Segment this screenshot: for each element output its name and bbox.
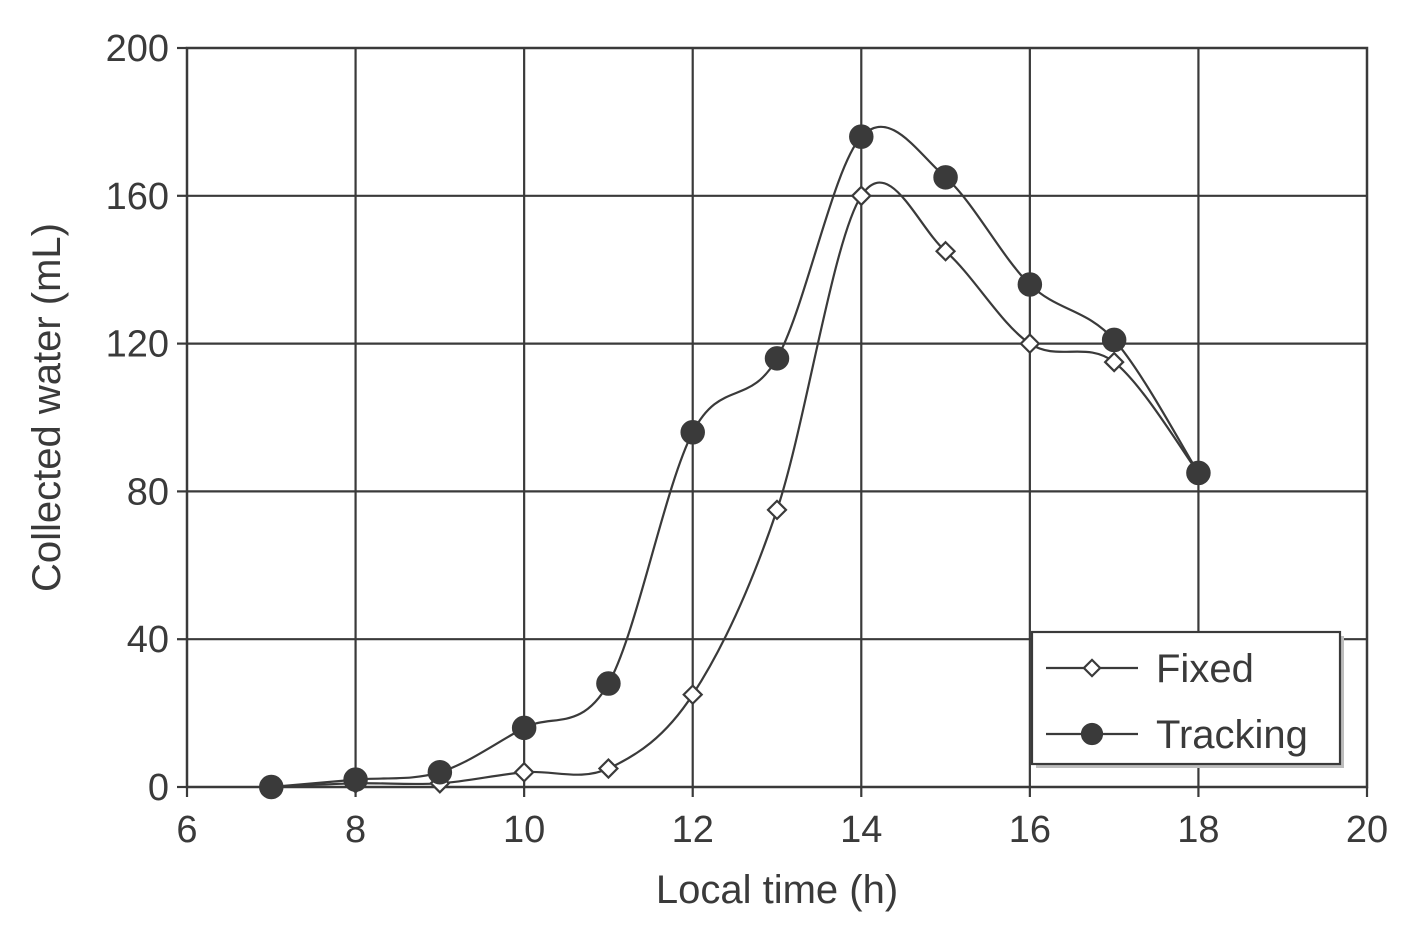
x-tick-label-0: 6	[176, 809, 197, 851]
y-tick-label-2: 80	[127, 471, 169, 513]
fixed-point-10	[1103, 351, 1125, 373]
tracking-point-0	[259, 774, 284, 800]
fixed-point-6	[766, 499, 788, 521]
tracking-point-7	[849, 124, 874, 149]
x-tick-label-4: 14	[840, 809, 882, 851]
tracking-point-11	[1186, 460, 1211, 486]
series-layer	[259, 124, 1211, 800]
x-tick-label-5: 16	[1009, 809, 1051, 851]
legend: Fixed Tracking	[1030, 630, 1344, 768]
x-tick-label-6: 18	[1177, 809, 1219, 851]
fixed-point-4	[597, 757, 619, 780]
tracking-point-9	[1017, 272, 1043, 297]
tracking-point-3	[511, 715, 537, 741]
fixed-point-5	[682, 684, 704, 706]
x-tick-label-2: 10	[503, 809, 545, 851]
tracking-point-2	[427, 759, 453, 785]
tracking-point-4	[596, 671, 621, 696]
legend-box	[1030, 630, 1342, 766]
legend-marker-tracking	[1080, 722, 1104, 746]
x-axis-title: Local time (h)	[656, 868, 898, 912]
tracking-point-6	[764, 346, 790, 371]
fixed-point-9	[1019, 333, 1041, 355]
x-tick-label-3: 12	[672, 809, 714, 851]
fixed-point-8	[935, 240, 957, 262]
y-tick-label-5: 200	[106, 28, 169, 70]
x-tick-label-1: 8	[345, 809, 366, 851]
legend-label-fixed: Fixed	[1156, 647, 1254, 691]
tracking-point-5	[680, 420, 705, 445]
tracking-point-8	[933, 165, 958, 190]
y-tick-label-1: 40	[127, 619, 169, 661]
y-tick-label-4: 160	[106, 176, 169, 218]
series-tracking	[259, 124, 1211, 800]
legend-label-tracking: Tracking	[1156, 713, 1308, 757]
plot-frame	[185, 46, 1369, 789]
x-tick-label-7: 20	[1346, 809, 1388, 851]
tracking-point-10	[1101, 327, 1127, 353]
fixed-point-7	[850, 185, 872, 207]
grid	[187, 48, 1367, 787]
fixed-point-3	[513, 761, 535, 783]
y-tick-label-3: 120	[106, 324, 169, 366]
y-axis-title: Collected water (mL)	[25, 223, 69, 592]
y-tick-label-0: 0	[148, 767, 169, 809]
legend-marker-fixed	[1082, 658, 1102, 678]
